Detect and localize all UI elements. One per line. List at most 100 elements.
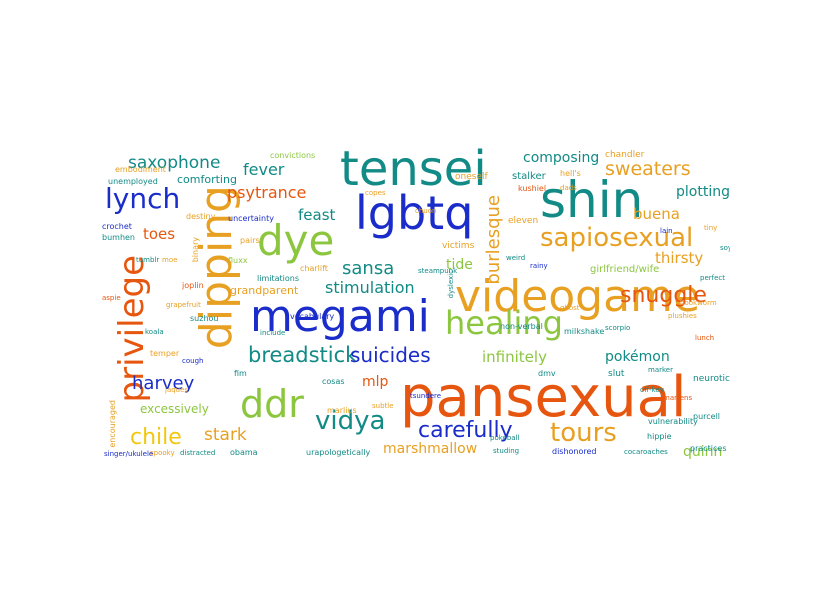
word-100: pokeball (490, 434, 520, 442)
word-71: fim (234, 369, 247, 378)
word-30: plotting (676, 184, 730, 200)
word-101: tiny (704, 224, 718, 232)
word-61: chandler (605, 150, 645, 160)
word-98: include (260, 329, 286, 337)
word-90: spooky (150, 449, 175, 457)
word-74: subtle (372, 402, 394, 410)
word-81: hippie (647, 432, 672, 441)
word-13: snuggle (620, 283, 707, 308)
word-72: cosas (322, 377, 345, 386)
word-48: oneself (455, 172, 488, 182)
word-3: dipping (191, 185, 242, 350)
word-23: harvey (132, 373, 195, 394)
word-12: lynch (105, 182, 181, 215)
word-34: pokémon (605, 349, 670, 365)
word-66: hell's (560, 169, 581, 178)
word-99: encouraged (108, 400, 117, 448)
word-75: dmv (538, 369, 556, 378)
word-19: suicides (350, 343, 431, 367)
word-14: vidya (315, 406, 386, 436)
word-18: breadstick (248, 343, 358, 367)
word-42: comforting (177, 173, 237, 186)
word-15: carefully (418, 418, 513, 443)
word-55: charlift (300, 264, 328, 273)
word-69: suzhou (190, 314, 219, 323)
word-112: grapefruit (166, 301, 201, 309)
word-56: vocabulary (290, 312, 335, 321)
word-114: weird (506, 254, 526, 262)
word-0: pansexual (400, 365, 687, 430)
word-20: sweaters (605, 158, 691, 180)
word-97: tsundere (410, 392, 442, 400)
word-79: martens (663, 394, 693, 402)
word-80: vulnerability (648, 417, 698, 426)
word-84: cocaroaches (624, 448, 668, 456)
word-109: rainy (530, 262, 548, 270)
word-108: dyslexic (447, 270, 455, 299)
word-39: marshmallow (383, 441, 478, 457)
word-103: soy (720, 244, 730, 252)
word-24: stark (204, 425, 247, 445)
word-58: bumhen (102, 233, 136, 242)
word-89: distracted (180, 449, 216, 457)
word-46: eleven (508, 216, 539, 226)
word-60: embodiment (115, 165, 166, 174)
word-95: off-key (640, 386, 664, 394)
word-4: tensei (340, 145, 487, 197)
word-92: jaques (165, 386, 189, 394)
word-cloud: pansexual videogame megami dipping tensei shi… (100, 145, 730, 463)
word-45: stalker (512, 171, 546, 182)
word-57: crochet (102, 222, 132, 231)
word-5: shin (540, 171, 644, 229)
word-102: lain (660, 227, 673, 235)
word-63: chuon (415, 207, 437, 215)
word-73: marlius (327, 406, 357, 415)
word-32: thirsty (655, 249, 704, 267)
word-62: copes (365, 189, 386, 197)
word-104: ghost (560, 304, 580, 312)
word-77: marker (648, 366, 673, 374)
word-86: studing (493, 447, 520, 455)
word-85: dishonored (552, 447, 597, 456)
word-91: singer/ukulele (104, 450, 154, 458)
word-27: sansa (342, 258, 395, 279)
word-110: plushies (668, 312, 697, 320)
word-9: healing (445, 304, 563, 342)
word-29: composing (523, 150, 600, 166)
word-31: buena (633, 205, 680, 223)
word-88: obama (230, 448, 258, 457)
word-50: destiny (186, 212, 216, 221)
word-78: neurotic (693, 374, 730, 384)
word-26: psytrance (227, 183, 307, 202)
word-37: toes (143, 225, 176, 243)
word-28: stimulation (325, 278, 415, 297)
word-54: limitations (257, 274, 299, 283)
word-51: uncertainty (228, 214, 274, 223)
word-25: fever (243, 160, 285, 179)
word-105: aspie (102, 294, 121, 302)
word-52: pairs (240, 236, 260, 245)
word-64: kushiel (518, 184, 547, 193)
word-10: ddr (240, 382, 304, 426)
word-117: cough (182, 357, 204, 365)
word-118: bookworm (680, 299, 717, 307)
word-1: videogame (455, 271, 701, 322)
word-67: binary (191, 237, 200, 263)
word-96: steampunk (418, 267, 458, 275)
word-21: saxophone (128, 153, 221, 173)
word-7: dye (257, 216, 335, 265)
word-76: slut (608, 369, 625, 379)
word-83: practices (690, 444, 727, 453)
word-93: milkshake (564, 327, 605, 336)
word-33: infinitely (482, 348, 547, 366)
word-111: scorpio (605, 324, 631, 332)
word-115: lunch (695, 334, 715, 342)
word-65: dads (560, 184, 577, 192)
word-38: mlp (362, 374, 389, 390)
word-47: victims (442, 241, 475, 251)
word-107: moe (162, 256, 178, 264)
word-22: burlesque (483, 195, 504, 285)
word-17: chile (130, 425, 182, 450)
word-35: quinn (683, 444, 723, 460)
